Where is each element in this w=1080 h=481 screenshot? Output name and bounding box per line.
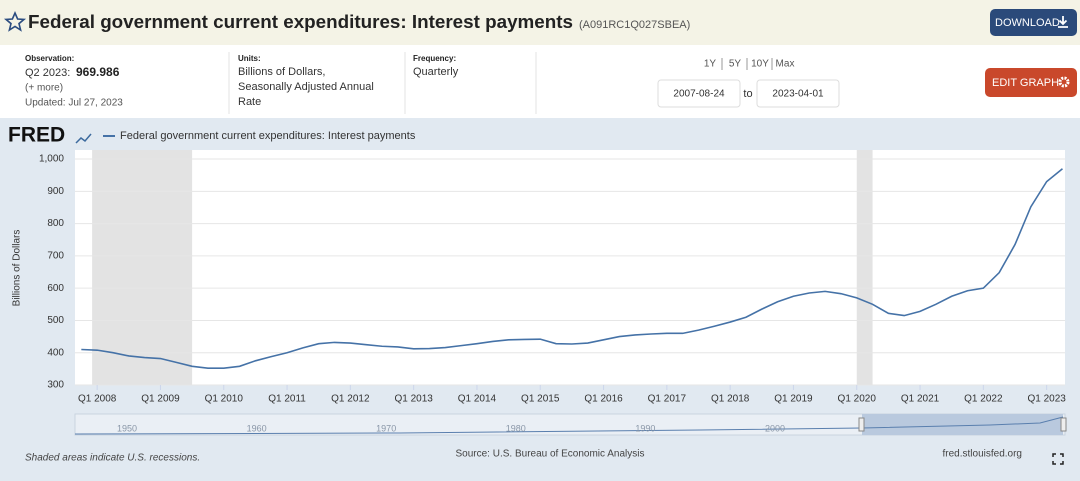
x-tick-label: Q1 2008 bbox=[78, 394, 117, 405]
header-bar bbox=[0, 0, 1080, 45]
range-option[interactable]: Max bbox=[776, 59, 795, 70]
plot-area bbox=[75, 150, 1065, 385]
fred-logo: FRED bbox=[8, 124, 65, 147]
observation-value: 969.986 bbox=[76, 65, 120, 79]
range-selector: 1Y 5Y 10Y Max bbox=[704, 58, 795, 70]
navigator-handle[interactable] bbox=[1060, 417, 1067, 432]
start-date-input[interactable] bbox=[657, 79, 741, 108]
y-tick-label: 300 bbox=[47, 380, 64, 391]
units-label: Units: bbox=[238, 54, 261, 63]
frequency-value: Quarterly bbox=[413, 66, 459, 78]
gear-icon bbox=[1058, 76, 1070, 88]
x-tick-label: Q1 2011 bbox=[268, 394, 306, 405]
download-button[interactable] bbox=[990, 9, 1077, 36]
y-tick-label: 700 bbox=[47, 251, 64, 262]
x-tick-label: Q1 2022 bbox=[964, 394, 1003, 405]
end-date: 2023-04-01 bbox=[772, 89, 824, 100]
recession-band bbox=[92, 150, 193, 385]
range-option[interactable]: 5Y bbox=[729, 59, 742, 70]
x-tick-label: Q1 2021 bbox=[901, 394, 940, 405]
x-tick-label: Q1 2020 bbox=[838, 394, 877, 405]
x-tick-label: Q1 2018 bbox=[711, 394, 750, 405]
series-id: (A091RC1Q027SBEA) bbox=[579, 19, 690, 31]
navigator-label: 2000 bbox=[765, 423, 785, 433]
navigator-label: 1990 bbox=[635, 423, 655, 433]
navigator-label: 1970 bbox=[376, 423, 396, 433]
download-icon bbox=[1058, 16, 1068, 28]
recession-band bbox=[856, 150, 873, 385]
x-tick-label: Q1 2009 bbox=[141, 394, 180, 405]
x-tick-label: Q1 2014 bbox=[458, 394, 497, 405]
x-tick-label: Q1 2012 bbox=[331, 394, 370, 405]
navigator-selection[interactable] bbox=[862, 414, 1063, 435]
fullscreen-icon[interactable] bbox=[1052, 453, 1064, 465]
units-line: Billions of Dollars, bbox=[238, 66, 325, 78]
series-line bbox=[81, 168, 1063, 370]
source: Source: U.S. Bureau of Economic Analysis bbox=[456, 449, 645, 460]
favorite-star[interactable] bbox=[3, 10, 27, 32]
end-date-input[interactable] bbox=[756, 79, 840, 108]
info-panel bbox=[0, 45, 1080, 118]
y-tick-label: 500 bbox=[47, 315, 64, 326]
frequency-label: Frequency: bbox=[413, 54, 456, 63]
page-title: Federal government current expenditures:… bbox=[28, 12, 573, 32]
x-tick-label: Q1 2017 bbox=[648, 394, 687, 405]
y-tick-label: 1,000 bbox=[39, 154, 64, 165]
start-date: 2007-08-24 bbox=[673, 89, 725, 100]
observation-label: Observation: bbox=[25, 54, 74, 63]
x-tick-label: Q1 2013 bbox=[394, 394, 433, 405]
observation-period: Q2 2023: bbox=[25, 67, 70, 79]
recession-note: Shaded areas indicate U.S. recessions. bbox=[25, 453, 200, 464]
x-tick-label: Q1 2023 bbox=[1027, 394, 1066, 405]
navigator-handle[interactable] bbox=[858, 417, 865, 432]
range-option[interactable]: 1Y bbox=[704, 59, 717, 70]
navigator-label: 1950 bbox=[117, 423, 137, 433]
navigator-label: 1980 bbox=[506, 423, 526, 433]
more-link[interactable]: (+ more) bbox=[25, 83, 63, 94]
units-line: Rate bbox=[238, 96, 261, 108]
y-tick-label: 900 bbox=[47, 186, 64, 197]
y-axis-label: Billions of Dollars bbox=[12, 230, 23, 307]
x-tick-label: Q1 2010 bbox=[205, 394, 244, 405]
y-tick-label: 800 bbox=[47, 218, 64, 229]
edit-graph-label: EDIT GRAPH bbox=[992, 77, 1059, 89]
x-tick-label: Q1 2016 bbox=[584, 394, 623, 405]
units-line: Seasonally Adjusted Annual bbox=[238, 81, 374, 93]
download-label: DOWNLOAD bbox=[995, 17, 1060, 29]
range-option[interactable]: 10Y bbox=[751, 59, 769, 70]
navigator-labels: 1950 1960 1970 1980 1990 2000 bbox=[117, 423, 785, 433]
x-tick-label: Q1 2015 bbox=[521, 394, 560, 405]
navigator-label: 1960 bbox=[247, 423, 267, 433]
logo-icon bbox=[75, 133, 92, 144]
x-tick-label: Q1 2019 bbox=[774, 394, 813, 405]
updated-date: Updated: Jul 27, 2023 bbox=[25, 98, 123, 109]
y-tick-label: 400 bbox=[47, 347, 64, 358]
legend-label: Federal government current expenditures:… bbox=[120, 130, 416, 142]
site-url: fred.stlouisfed.org bbox=[943, 449, 1023, 460]
edit-graph-button[interactable] bbox=[985, 68, 1077, 97]
y-tick-label: 600 bbox=[47, 283, 64, 294]
date-separator: to bbox=[743, 88, 752, 100]
